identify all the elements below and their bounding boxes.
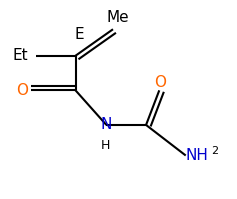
Text: NH: NH <box>186 148 209 163</box>
Text: Et: Et <box>13 48 28 63</box>
Text: O: O <box>154 75 166 90</box>
Text: N: N <box>101 117 112 133</box>
Text: O: O <box>17 83 29 98</box>
Text: H: H <box>100 139 110 152</box>
Text: Me: Me <box>106 10 129 24</box>
Text: E: E <box>74 27 84 42</box>
Text: 2: 2 <box>211 146 218 156</box>
